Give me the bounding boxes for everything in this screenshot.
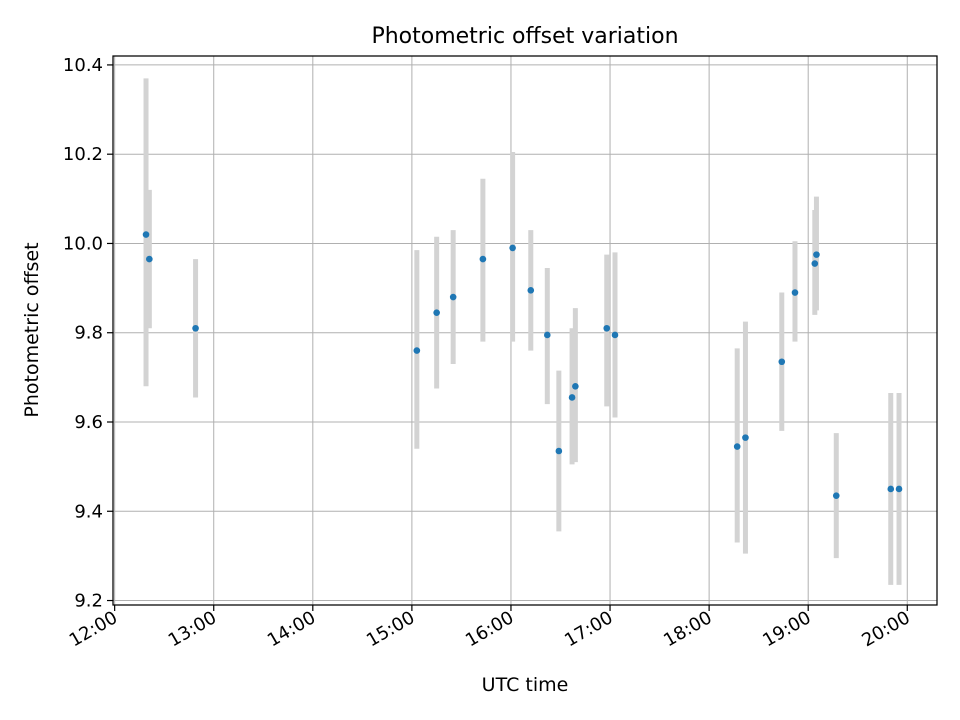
data-point [733, 443, 741, 450]
x-tick-label: 12:00 [66, 607, 121, 651]
data-point [543, 331, 551, 339]
data-point [555, 447, 563, 455]
data-point [832, 492, 840, 499]
y-tick-label: 9.4 [74, 501, 103, 522]
data-point [791, 289, 799, 296]
x-tick-label: 15:00 [363, 607, 418, 651]
y-tick-label: 10.2 [63, 144, 103, 165]
data-point [527, 287, 535, 294]
data-point [449, 293, 457, 301]
data-point [146, 255, 153, 263]
x-tick-label: 14:00 [264, 607, 319, 651]
chart-title: Photometric offset variation [371, 24, 678, 49]
y-axis-label: Photometric offset [21, 242, 43, 417]
data-point [611, 331, 619, 339]
x-tick-label: 17:00 [561, 607, 616, 651]
plot-frame [112, 55, 938, 606]
data-point [568, 394, 576, 401]
data-point [142, 231, 150, 238]
grid [113, 56, 937, 605]
data-point [413, 347, 421, 354]
data-point [895, 485, 903, 493]
y-tick-label: 10.4 [63, 55, 103, 76]
data-point [778, 358, 786, 366]
x-axis: 12:00 13:00 14:00 15:00 16:00 17:00 18:00 19:00… [66, 605, 914, 651]
x-tick-label: 16:00 [462, 607, 517, 651]
x-tick-label: 13:00 [165, 607, 220, 651]
y-tick-label: 9.2 [74, 591, 103, 612]
data-points [142, 231, 903, 499]
data-point [479, 255, 487, 263]
y-tick-label: 9.8 [74, 323, 103, 344]
data-point [887, 485, 895, 493]
data-point [603, 324, 611, 332]
data-point [572, 382, 579, 390]
y-tick-label: 10.0 [63, 233, 103, 254]
x-tick-label: 20:00 [858, 607, 913, 651]
x-tick-label: 19:00 [759, 607, 814, 651]
data-point [509, 244, 516, 252]
data-point [811, 260, 819, 267]
x-axis-label: UTC time [482, 674, 569, 696]
data-point [433, 309, 440, 316]
x-tick-label: 18:00 [660, 607, 715, 651]
y-axis: 9.2 9.4 9.6 9.8 10.0 10.2 10.4 [63, 55, 113, 612]
data-point [813, 251, 820, 258]
y-tick-label: 9.6 [74, 412, 103, 433]
data-point [742, 434, 749, 441]
data-point [192, 324, 199, 332]
